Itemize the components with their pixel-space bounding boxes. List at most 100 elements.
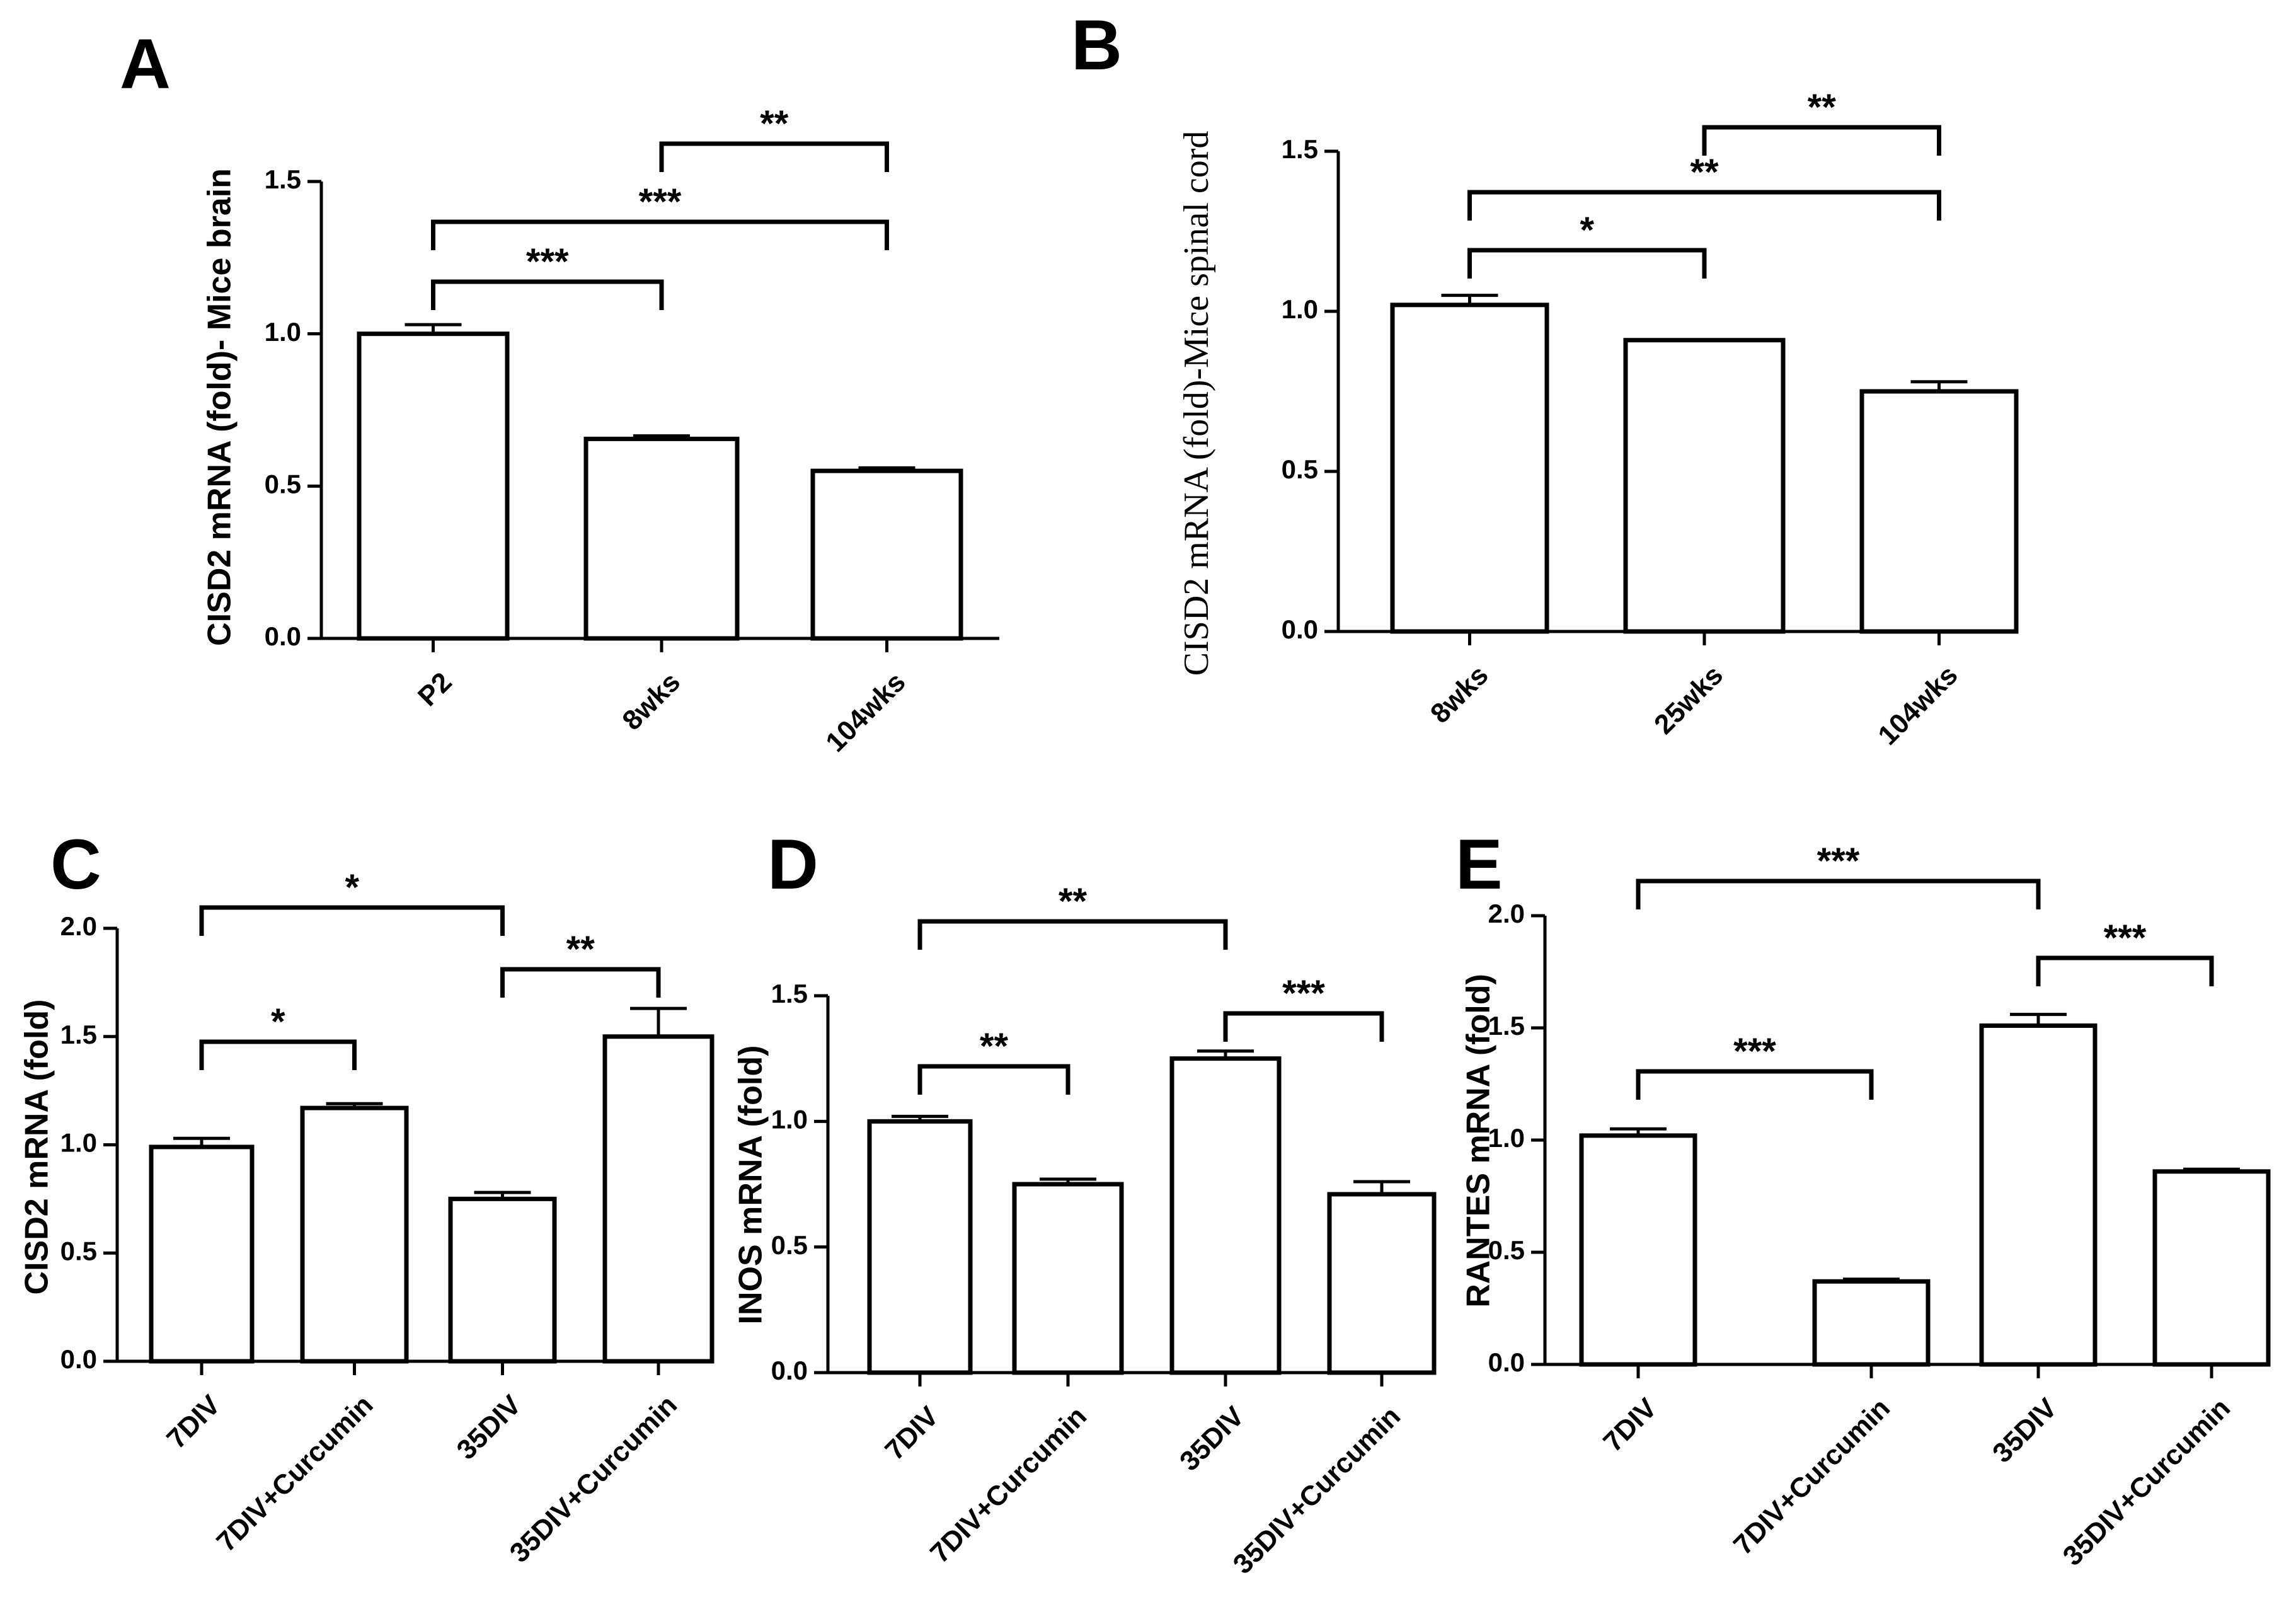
- bar: [1859, 389, 2019, 634]
- x-tick-label: 8wks: [616, 666, 686, 736]
- y-tick-label: 0.0: [771, 1356, 808, 1385]
- y-tick-label: 1.5: [771, 979, 808, 1008]
- x-tick-label: 7DIV+Curcumin: [1728, 1392, 1896, 1560]
- significance-bracket: [917, 919, 1228, 950]
- significance-bracket: [500, 967, 661, 998]
- y-axis-label: CISD2 mRNA (fold): [19, 1000, 55, 1295]
- bar: [1579, 1133, 1697, 1367]
- bar: [149, 1144, 255, 1364]
- y-tick-label: 1.0: [60, 1128, 97, 1158]
- x-tick-label: 8wks: [1425, 659, 1495, 729]
- x-tick-label: 7DIV: [1597, 1392, 1663, 1458]
- x-tick-label: 35DIV+Curcumin: [2057, 1392, 2237, 1572]
- x-tick-label: 104wks: [820, 666, 911, 758]
- panel-c: C CISD2 mRNA (fold) 0.0 0.5 1.0 1.5 2.0 7DIV7DI…: [19, 825, 715, 1569]
- y-tick-label: 1.0: [1282, 294, 1318, 324]
- y-axis-label: RANTES mRNA (fold): [1461, 974, 1497, 1308]
- significance-label: ***: [526, 241, 569, 282]
- y-tick-label: 0.5: [1282, 454, 1318, 484]
- panel-b: B CISD2 mRNA (fold)-Mice spinal cord 0.0 0.…: [1071, 6, 2019, 751]
- x-tick-label: 104wks: [1872, 659, 1963, 751]
- x-tick-label: 7DIV+Curcumin: [924, 1400, 1093, 1569]
- bar: [1623, 338, 1786, 634]
- y-axis-label: CISD2 mRNA (fold)-Mice spinal cord: [1177, 131, 1216, 676]
- significance-label: ***: [1817, 841, 1860, 882]
- significance-label: ***: [1282, 973, 1325, 1014]
- significance-bracket: [1467, 190, 1941, 221]
- significance-label: ***: [639, 182, 682, 222]
- x-tick-label: 35DIV: [1987, 1392, 2064, 1469]
- panel-letter: E: [1455, 825, 1503, 904]
- significance-bracket: [1636, 1069, 1874, 1100]
- significance-bracket: [1636, 879, 2041, 909]
- y-tick-label: 0.0: [1488, 1347, 1525, 1377]
- bar: [448, 1196, 557, 1364]
- significance-label: **: [566, 929, 595, 970]
- significance-label: *: [345, 867, 359, 908]
- significance-label: *: [271, 1001, 285, 1042]
- panel-d: D INOS mRNA (fold) 0.0 0.5 1.0 1.5 7DIV7DIV+Cu…: [733, 825, 1437, 1580]
- y-tick-label: 0.0: [265, 621, 301, 651]
- bar: [300, 1105, 409, 1364]
- bar: [1012, 1182, 1124, 1375]
- y-tick-label: 0.5: [265, 469, 301, 499]
- x-tick-label: 35DIV: [451, 1389, 528, 1466]
- panel-letter: B: [1071, 6, 1122, 84]
- bar: [810, 468, 963, 641]
- significance-bracket: [199, 1039, 357, 1070]
- bar: [602, 1034, 715, 1364]
- x-tick-label: 25wks: [1648, 659, 1729, 740]
- panel-letter: A: [120, 25, 171, 103]
- y-axis-label: CISD2 mRNA (fold)- Mice brain: [202, 168, 238, 646]
- y-tick-label: 2.0: [60, 911, 97, 941]
- y-tick-label: 1.5: [1488, 1011, 1525, 1040]
- x-tick-label: 7DIV: [161, 1389, 226, 1455]
- significance-bracket: [659, 141, 889, 172]
- x-tick-label: 35DIV: [1174, 1400, 1251, 1477]
- y-tick-label: 0.0: [1282, 614, 1318, 644]
- bar: [1169, 1056, 1282, 1375]
- x-tick-label: 7DIV+Curcumin: [210, 1389, 379, 1557]
- bar: [1812, 1279, 1931, 1367]
- x-tick-label: P2: [412, 666, 458, 712]
- y-axis-label: INOS mRNA (fold): [733, 1046, 769, 1325]
- panel-letter: C: [50, 825, 101, 904]
- panel-letter: D: [767, 825, 818, 904]
- significance-label: **: [1059, 881, 1088, 922]
- significance-label: ***: [1733, 1031, 1776, 1072]
- y-tick-label: 1.5: [1282, 134, 1318, 164]
- y-tick-label: 0.0: [60, 1344, 97, 1374]
- significance-bracket: [199, 905, 505, 936]
- y-tick-label: 2.0: [1488, 899, 1525, 928]
- significance-label: **: [1808, 87, 1837, 128]
- significance-label: **: [760, 103, 789, 144]
- bar: [1390, 303, 1549, 634]
- y-tick-label: 0.5: [771, 1230, 808, 1260]
- y-tick-label: 0.5: [1488, 1235, 1525, 1265]
- x-tick-label: 7DIV: [879, 1400, 944, 1466]
- significance-bracket: [431, 279, 664, 310]
- significance-label: **: [1690, 152, 1719, 193]
- y-tick-label: 1.0: [265, 317, 301, 347]
- y-tick-label: 0.5: [60, 1236, 97, 1265]
- significance-bracket: [1467, 248, 1707, 279]
- significance-bracket: [1223, 1011, 1384, 1042]
- bar: [583, 436, 740, 641]
- y-tick-label: 1.0: [1488, 1123, 1525, 1153]
- significance-bracket: [917, 1064, 1071, 1095]
- y-tick-label: 1.5: [60, 1020, 97, 1049]
- significance-label: **: [980, 1026, 1009, 1067]
- significance-bracket: [1702, 125, 1941, 156]
- x-tick-label: 35DIV+Curcumin: [504, 1389, 684, 1569]
- significance-label: ***: [2104, 918, 2147, 959]
- bar: [2152, 1169, 2271, 1367]
- panel-e: E RANTES mRNA (fold) 0.0 0.5 1.0 1.5 2.0 7DIV 7D…: [1455, 825, 2271, 1572]
- panel-a: A CISD2 mRNA (fold)- Mice brain 0.0 0.5 1.0 1…: [120, 25, 999, 758]
- significance-bracket: [431, 219, 889, 250]
- y-tick-label: 1.5: [265, 164, 301, 194]
- bar: [357, 331, 510, 641]
- bar: [1979, 1023, 2098, 1367]
- bar: [1327, 1192, 1437, 1375]
- y-tick-label: 1.0: [771, 1104, 808, 1134]
- x-tick-label: 35DIV+Curcumin: [1227, 1400, 1407, 1580]
